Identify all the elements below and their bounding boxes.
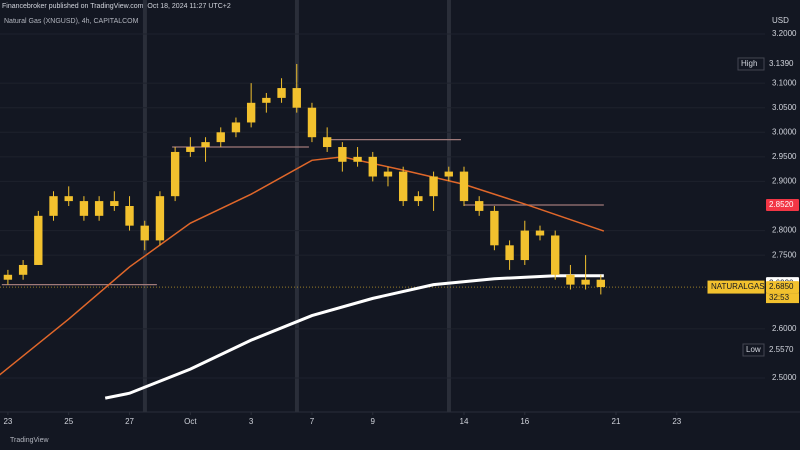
candle-body <box>505 245 514 261</box>
y-tick-label: 2.8000 <box>772 226 797 235</box>
candle-body <box>3 274 13 280</box>
x-tick-label: 27 <box>125 417 134 426</box>
candle-body <box>155 196 165 241</box>
candle-body <box>475 201 484 211</box>
price-badge <box>766 57 799 70</box>
candle-body <box>125 206 134 226</box>
price-badge-label: 3.1390 <box>769 59 794 68</box>
moving-average <box>104 274 604 400</box>
candle-body <box>49 196 58 216</box>
chart-title: Natural Gas (XNGUSD), 4h, CAPITALCOM <box>4 18 139 25</box>
candle-body <box>490 210 499 246</box>
x-tick-label: 9 <box>371 417 376 426</box>
countdown: 32:53 <box>769 293 790 302</box>
candle-body <box>186 147 195 152</box>
candle-body <box>64 196 73 202</box>
moving-average <box>0 156 605 376</box>
candle-body <box>292 88 301 108</box>
candle-body <box>429 176 438 197</box>
y-tick-label: 2.7500 <box>772 250 797 259</box>
currency: USD <box>772 16 789 25</box>
candle-body <box>79 201 89 216</box>
candle-body <box>201 142 210 148</box>
candle-body <box>338 147 347 162</box>
x-tick-label: Oct <box>184 417 197 426</box>
badge-name-box <box>742 343 765 357</box>
price-badge-label: 2.8520 <box>769 200 794 209</box>
candle-body <box>368 156 377 177</box>
candle-body <box>18 264 28 275</box>
candle-body <box>322 137 332 148</box>
candle-body <box>110 201 119 206</box>
footer: TradingView <box>10 437 49 444</box>
x-tick-label: 23 <box>672 417 681 426</box>
candle-body <box>459 171 469 202</box>
candle-body <box>94 201 104 216</box>
candle-body <box>535 230 545 236</box>
badge-name: Low <box>746 345 761 354</box>
y-tick-label: 2.5000 <box>772 373 797 382</box>
y-tick-label: 2.9500 <box>772 152 797 161</box>
x-tick-label: 25 <box>64 417 73 426</box>
candle-body <box>398 171 408 202</box>
badge-name-box <box>707 280 765 294</box>
candle-body <box>231 122 241 133</box>
y-tick-label: 3.1000 <box>772 78 797 87</box>
y-tick-label: 2.9000 <box>772 177 797 186</box>
candle-body <box>596 279 605 288</box>
badge-name: High <box>741 59 757 68</box>
candle-body <box>353 156 362 162</box>
x-tick-label: 16 <box>520 417 529 426</box>
candle-body <box>170 151 180 197</box>
y-tick-label: 3.2000 <box>772 29 797 38</box>
candle-body <box>566 274 575 285</box>
y-tick-label: 3.0000 <box>772 127 797 136</box>
candle-body <box>277 88 286 98</box>
candle-body <box>140 225 149 241</box>
candle-body <box>414 196 423 202</box>
candle-body <box>262 97 271 103</box>
candle-body <box>520 230 529 261</box>
price-badge-label: 2.6850 <box>769 282 794 291</box>
countdown-box <box>766 293 799 304</box>
price-badge <box>766 343 799 356</box>
x-tick-label: 7 <box>310 417 315 426</box>
price-badge <box>766 199 799 212</box>
badge-name-box <box>737 57 765 71</box>
candle-body <box>216 132 225 143</box>
candle-body <box>551 235 560 275</box>
candle-body <box>383 171 393 177</box>
x-tick-label: 3 <box>249 417 254 426</box>
price-badge-label: 2.5570 <box>769 345 794 354</box>
header: Financebroker published on TradingView.c… <box>2 3 231 10</box>
candle-body <box>444 171 453 177</box>
candle-body <box>581 279 590 285</box>
y-tick-label: 2.6000 <box>772 324 797 333</box>
x-tick-label: 21 <box>612 417 621 426</box>
candle-body <box>34 215 43 265</box>
price-badge <box>766 281 799 294</box>
x-tick-label: 14 <box>460 417 469 426</box>
y-tick-label: 3.0500 <box>772 103 797 112</box>
candle-body <box>307 107 317 138</box>
x-tick-label: 23 <box>3 417 12 426</box>
candle-body <box>246 102 256 123</box>
badge-name: NATURALGAS <box>711 282 765 291</box>
